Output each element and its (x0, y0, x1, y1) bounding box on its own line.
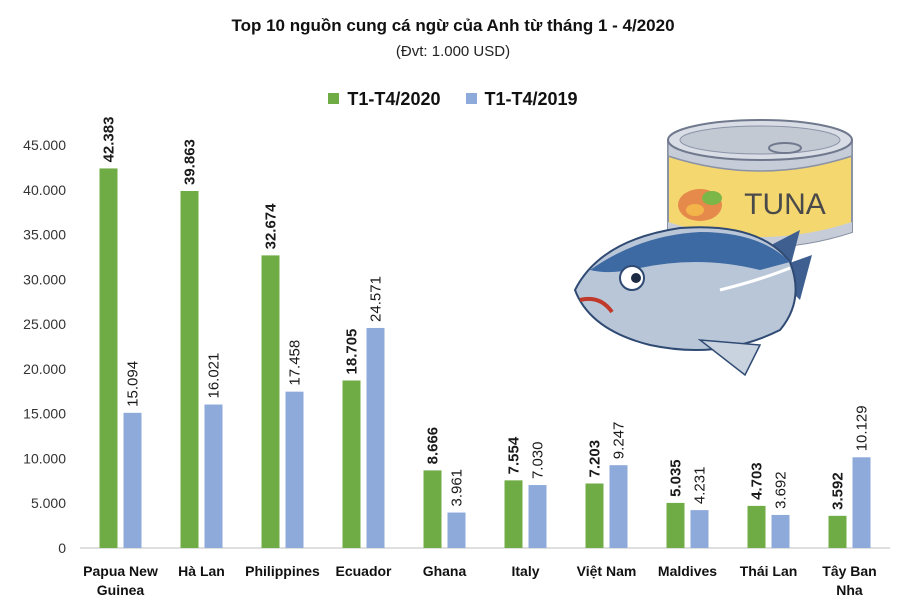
data-label-2019: 17.458 (287, 340, 304, 386)
category-label: Tây Ban (822, 563, 876, 579)
bar-2020 (261, 255, 280, 549)
bar-2019 (447, 512, 466, 548)
data-label-2020: 32.674 (263, 203, 280, 250)
y-tick-label: 5.000 (31, 495, 66, 511)
data-label-2019: 3.961 (449, 469, 466, 507)
data-label-2020: 8.666 (425, 427, 442, 465)
tuna-illustration: TUNA (573, 119, 853, 377)
y-tick-label: 15.000 (23, 406, 66, 422)
bar-2019 (852, 457, 871, 548)
category-label: Nha (836, 582, 863, 598)
data-labels: 42.383 15.094 39.863 16.021 32.674 17.458 18.7… (101, 117, 871, 510)
bar-2019 (528, 485, 547, 548)
bar-2020 (504, 480, 523, 548)
bar-2019 (771, 514, 790, 548)
y-tick-label: 25.000 (23, 316, 66, 332)
y-tick-label: 35.000 (23, 227, 66, 243)
legend-label-2020: T1-T4/2020 (347, 89, 441, 109)
legend-item-2019: T1-T4/2019 (465, 89, 578, 110)
data-label-2019: 4.231 (692, 467, 709, 505)
data-label-2019: 10.129 (854, 405, 871, 451)
category-label: Ghana (423, 563, 467, 579)
y-tick-label: 0 (58, 540, 66, 556)
bar-2020 (828, 515, 847, 548)
category-label: Thái Lan (740, 563, 798, 579)
chart-title: Top 10 nguồn cung cá ngừ của Anh từ thán… (231, 16, 675, 35)
y-tick-label: 30.000 (23, 271, 66, 287)
category-label: Việt Nam (577, 563, 637, 579)
x-axis: Papua New Guinea Hà Lan Philippines Ecuador G… (83, 563, 877, 598)
tuna-can-icon: TUNA (667, 119, 853, 248)
bar-2020 (585, 483, 604, 548)
data-label-2020: 3.592 (830, 472, 847, 510)
bar-2020 (99, 168, 118, 548)
data-label-2019: 3.692 (773, 471, 790, 509)
legend-swatch-2020 (328, 93, 340, 104)
legend-swatch-2019 (465, 93, 477, 104)
category-label: Italy (511, 563, 539, 579)
data-label-2020: 5.035 (668, 459, 685, 497)
bar-2019 (366, 327, 385, 548)
category-label: Papua New (83, 563, 158, 579)
bar-2019 (285, 391, 304, 548)
bar-2020 (180, 191, 199, 548)
data-label-2019: 7.030 (530, 441, 547, 479)
bar-2019 (204, 404, 223, 548)
bar-2019 (123, 412, 142, 548)
bars (99, 168, 871, 549)
legend: T1-T4/2020 T1-T4/2019 (0, 89, 906, 110)
category-label: Hà Lan (178, 563, 225, 579)
data-label-2019: 9.247 (611, 422, 628, 460)
bar-2019 (609, 465, 628, 548)
data-label-2019: 24.571 (368, 276, 385, 322)
y-tick-label: 10.000 (23, 450, 66, 466)
tuna-fish-icon (573, 226, 812, 377)
chart-subtitle: (Đvt: 1.000 USD) (395, 43, 511, 60)
can-label: TUNA (744, 188, 826, 221)
data-label-2020: 39.863 (182, 139, 199, 185)
category-label: Maldives (658, 563, 717, 579)
data-label-2019: 15.094 (125, 361, 142, 407)
bar-2020 (423, 470, 442, 548)
data-label-2020: 42.383 (101, 117, 118, 163)
data-label-2020: 4.703 (749, 462, 766, 500)
legend-label-2019: T1-T4/2019 (484, 89, 578, 109)
data-label-2020: 7.203 (587, 440, 604, 478)
bar-2020 (666, 502, 685, 548)
category-label: Philippines (245, 563, 320, 579)
category-label: Guinea (97, 582, 145, 598)
y-tick-label: 20.000 (23, 361, 66, 377)
bar-2019 (690, 510, 709, 548)
bar-2020 (342, 380, 361, 548)
data-label-2020: 7.554 (506, 436, 523, 474)
data-label-2020: 18.705 (344, 329, 361, 375)
bar-2020 (747, 505, 766, 548)
legend-item-2020: T1-T4/2020 (328, 89, 440, 110)
y-tick-label: 45.000 (23, 137, 66, 153)
category-label: Ecuador (335, 563, 392, 579)
y-tick-label: 40.000 (23, 182, 66, 198)
data-label-2019: 16.021 (206, 353, 223, 399)
